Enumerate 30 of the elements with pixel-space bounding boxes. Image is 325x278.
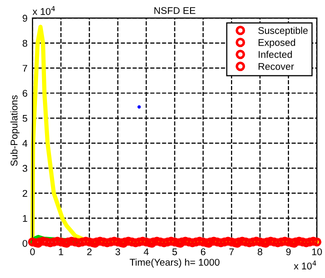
text: x 10$^{4}$ [294, 260, 316, 270]
y-tick-label: 6 [22, 90, 28, 97]
y-tick-label: 1 [22, 215, 28, 222]
legend-label: Recover [258, 63, 294, 70]
legend-label: Infected [258, 50, 292, 58]
chart-title: NSFD EE [154, 7, 196, 14]
x-tick-label: 1 [58, 248, 64, 256]
x-tick-label: 9 [286, 248, 291, 256]
x-tick-label: 5 [172, 248, 177, 256]
x-tick-label: 6 [200, 248, 206, 256]
x-tick-label: 2 [87, 248, 92, 256]
x-tick-label: 4 [144, 248, 149, 256]
x-tick-label: 3 [115, 248, 120, 256]
y-tick-label: 2 [22, 190, 28, 197]
x-tick-label: 10 [312, 248, 322, 256]
y-tick-label: 5 [22, 114, 28, 122]
x-axis-title: Time(Years) h= 1000 [130, 258, 220, 268]
y-tick-label: 7 [22, 64, 28, 72]
legend-label: Exposed [258, 38, 296, 48]
y-tick-label: 9 [22, 14, 28, 22]
y-tick-label: 0 [22, 240, 28, 247]
y-tick-label: 3 [22, 164, 28, 172]
y-tick-label: 4 [22, 140, 28, 147]
y-axis-title: Sub-Populations [10, 95, 20, 166]
x-tick-label: 7 [229, 248, 234, 256]
y-tick-label: 8 [22, 40, 28, 47]
x-tick-label: 0 [30, 248, 35, 256]
x-tick-label: 8 [258, 248, 262, 256]
text: x 10$^{4}$ [32, 6, 55, 15]
legend-label: Susceptible [258, 26, 308, 36]
